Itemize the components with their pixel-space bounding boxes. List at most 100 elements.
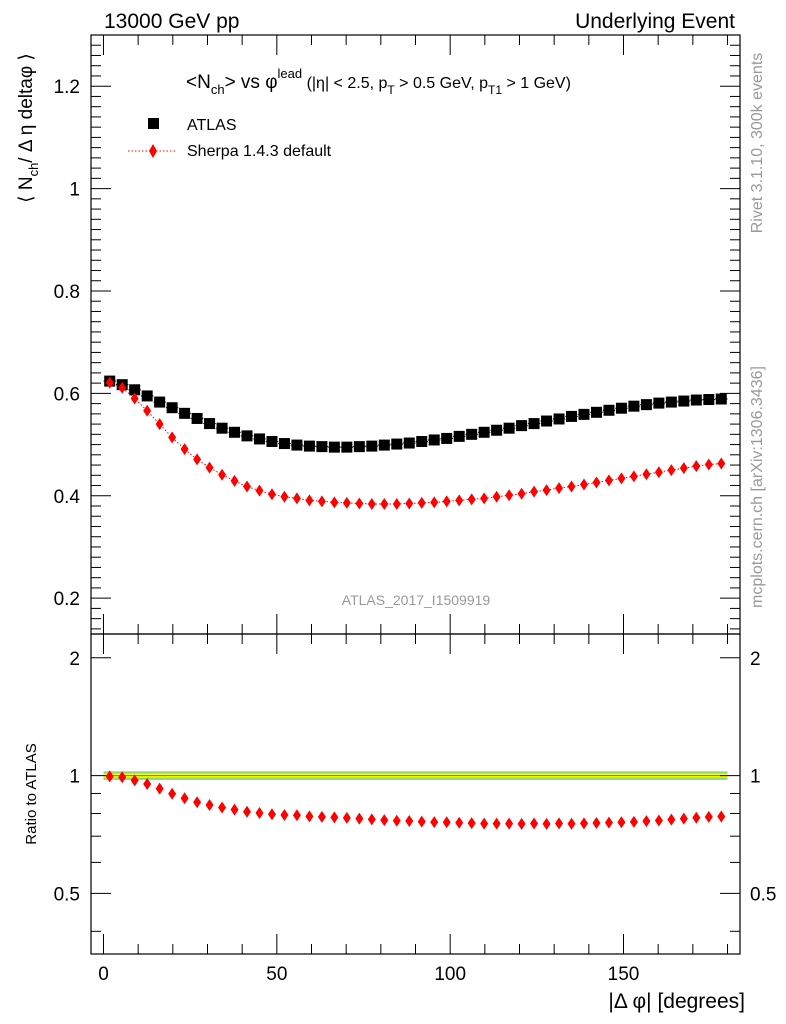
sherpa-point [617,472,626,485]
sherpa-point [317,495,326,508]
title-main-a: <N [186,72,211,93]
sherpa-point [168,431,177,444]
ratio-sherpa-point [505,817,514,830]
sherpa-point [505,489,514,502]
atlas-point [466,428,478,440]
atlas-point [291,439,303,451]
atlas-point [541,415,553,427]
atlas-point [378,439,390,451]
ratio-ticks [91,634,740,954]
sherpa-series [105,376,726,510]
main-ticks [91,35,740,634]
sherpa-point [604,474,613,487]
atlas-point [516,420,528,432]
ratio-sherpa-point [604,816,613,829]
sherpa-point [392,497,401,510]
atlas-point [578,408,590,420]
ratio-sherpa-point [118,771,127,784]
ratio-y-tick-label-right: 2 [750,649,761,670]
sherpa-point [417,496,426,509]
ratio-sherpa-point [642,815,651,828]
atlas-point [628,400,640,412]
header-left: 13000 GeV pp [104,10,239,33]
sherpa-point [105,376,114,389]
atlas-series [103,375,728,453]
ratio-sherpa-point [455,816,464,829]
atlas-point [303,440,315,452]
ratio-y-tick-label-left: 0.5 [54,884,80,905]
mcplots-label: mcplots.cern.ch [arXiv:1306.3436] [749,366,766,608]
analysis-watermark: ATLAS_2017_I1509919 [342,592,491,608]
sherpa-point [355,497,364,510]
atlas-point [391,438,403,450]
sherpa-point [567,480,576,493]
atlas-point [690,394,702,406]
sherpa-point [155,418,164,431]
sherpa-point [692,460,701,473]
atlas-point [328,441,340,453]
ratio-sherpa-point [530,817,539,830]
ratio-sherpa-point [405,815,414,828]
sherpa-point [255,484,264,497]
sherpa-point [218,468,227,481]
sherpa-point [467,493,476,506]
sherpa-point [380,497,389,510]
sherpa-point [642,468,651,481]
title-main-sup: lead [278,66,303,81]
header-right: Underlying Event [575,10,735,33]
atlas-point [353,441,365,453]
ratio-sherpa-point [367,813,376,826]
atlas-point [566,410,578,422]
ratio-sherpa-point [280,809,289,822]
atlas-point [528,418,540,430]
ratio-sherpa-point [617,816,626,829]
sherpa-point [367,497,376,510]
ratio-y-tick-label-left: 2 [69,649,80,670]
atlas-point [366,440,378,452]
sherpa-point [305,494,314,507]
ratio-sherpa-point [579,817,588,830]
atlas-point [615,402,627,414]
ratio-sherpa-point [143,778,152,791]
ratio-sherpa-point [654,814,663,827]
ratio-y-tick-label-right: 0.5 [750,884,776,905]
title-main-b: > vs φ [225,72,278,93]
legend-sherpa-label: Sherpa 1.4.3 default [187,143,332,160]
ratio-sherpa-point [267,808,276,821]
ratio-sherpa-point [542,817,551,830]
legend-atlas-marker [148,118,159,129]
rivet-label: Rivet 3.1.10, 300k events [749,53,766,234]
sherpa-point [492,490,501,503]
main-y-label-a: ⟨ N [16,176,37,202]
main-y-label: ⟨ Nch/ Δ η deltaφ ⟩ [16,53,41,203]
main-y-tick-label: 1.2 [54,77,80,98]
ratio-sherpa-point [704,810,713,823]
ratio-y-tick-label-right: 1 [750,767,761,788]
atlas-point [478,426,490,438]
sherpa-point [480,492,489,505]
ratio-sherpa-point [243,805,252,818]
ratio-y-tick-label-left: 1 [69,767,80,788]
ratio-sherpa-point [218,801,227,814]
atlas-point [703,394,715,406]
ratio-sherpa-point [205,798,214,811]
main-plot: 0.2 0.4 0.6 0.8 1 1.2 [54,34,741,635]
sherpa-point [180,443,189,456]
sherpa-point [330,496,339,509]
atlas-point [129,384,141,396]
legend-atlas-label: ATLAS [187,117,237,134]
sherpa-point [654,466,663,479]
sherpa-point [118,381,127,394]
ratio-sherpa-point [342,811,351,824]
main-y-tick-label: 0.4 [54,487,81,508]
ratio-sherpa-point [692,811,701,824]
atlas-point [678,395,690,407]
ratio-sherpa-point [193,796,202,809]
sherpa-point [679,462,688,475]
x-axis-label: |Δ φ| [degrees] [608,990,745,1013]
ratio-sherpa-point [317,810,326,823]
atlas-point [503,422,515,434]
sherpa-point [280,490,289,503]
sherpa-point [230,474,239,487]
main-ytick-labels: 0.2 0.4 0.6 0.8 1 1.2 [54,77,81,610]
